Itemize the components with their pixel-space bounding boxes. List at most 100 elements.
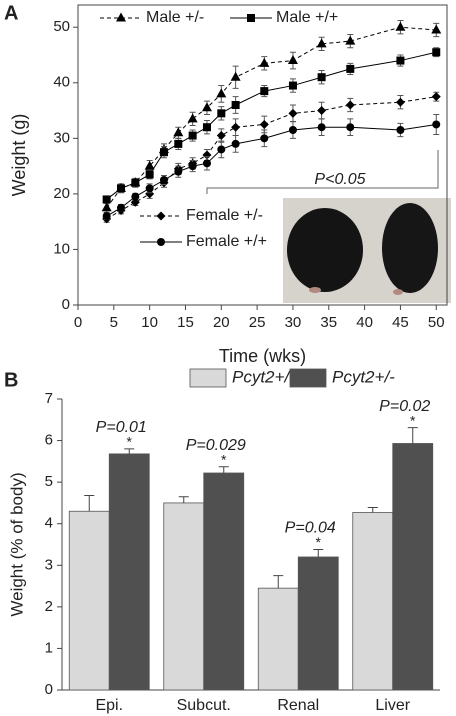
marker [259, 119, 269, 129]
bar [297, 556, 339, 691]
legend-marker [247, 14, 255, 22]
legend-swatch [189, 368, 227, 388]
legend-label: Pcyt2+/+ [232, 367, 299, 386]
y-tick-label: 6 [45, 432, 53, 449]
marker [396, 56, 405, 65]
bar [163, 502, 205, 691]
marker [346, 64, 355, 73]
plot-frame [77, 4, 448, 306]
p-value-label: P=0.04 [285, 520, 336, 537]
marker [431, 24, 442, 34]
marker [102, 195, 111, 204]
marker [145, 184, 154, 193]
series [103, 20, 440, 213]
marker [174, 167, 183, 176]
marker [432, 48, 441, 57]
series-line [106, 51, 437, 200]
marker [159, 148, 168, 157]
marker [144, 160, 155, 170]
y-tick-label: 4 [45, 515, 53, 532]
marker [116, 184, 125, 193]
x-tick-label: 10 [141, 314, 158, 331]
legend-label: Female +/+ [186, 233, 267, 250]
marker [201, 102, 212, 112]
error-bar [313, 548, 324, 557]
x-tick-label: 20 [213, 314, 230, 331]
x-tick-label: Liver [375, 697, 410, 714]
y-axis-label: Weight (% of body) [7, 472, 26, 616]
marker [202, 123, 211, 132]
marker [159, 176, 168, 184]
y-tick-label: 0 [45, 681, 53, 698]
panel-label: A [4, 2, 18, 24]
legend-label: Male +/- [146, 9, 204, 26]
y-tick-label: 20 [53, 185, 70, 202]
error-bar [273, 575, 284, 589]
p-value-label: P=0.01 [96, 419, 147, 436]
x-tick-label: 0 [74, 314, 82, 331]
marker [288, 81, 297, 90]
bar [352, 512, 394, 691]
significance-mark: * [410, 412, 416, 428]
legend-marker [116, 12, 126, 22]
bar [108, 453, 150, 691]
error-bar [218, 466, 229, 473]
marker [288, 108, 298, 118]
marker [116, 203, 125, 212]
error-bar [367, 507, 378, 513]
marker [316, 38, 327, 48]
legend-label: Male +/+ [276, 9, 338, 26]
bar [392, 443, 434, 691]
marker [230, 71, 241, 81]
x-tick-label: Subcut. [177, 697, 231, 714]
y-tick-label: 7 [45, 390, 53, 407]
error-bar [84, 494, 95, 512]
marker [431, 92, 441, 102]
bracket [206, 150, 439, 194]
marker [216, 88, 227, 98]
marker [231, 101, 240, 109]
marker [260, 134, 269, 143]
marker [317, 73, 326, 82]
error-bar [124, 448, 135, 454]
legend-marker [156, 211, 166, 221]
marker [187, 113, 198, 123]
significance-mark: * [221, 451, 227, 467]
x-tick-label: 35 [320, 314, 337, 331]
marker [259, 57, 270, 67]
marker [202, 159, 211, 168]
series-line [106, 26, 437, 209]
y-tick-label: 3 [45, 556, 53, 573]
y-tick-label: 40 [53, 74, 70, 91]
x-tick-label: 40 [356, 314, 373, 331]
x-axis-label: Time (wks) [219, 346, 306, 366]
x-tick-label: 30 [285, 314, 302, 331]
marker [395, 97, 405, 107]
series [103, 47, 440, 204]
y-tick-label: 10 [53, 240, 70, 257]
marker [396, 126, 405, 134]
marker [216, 131, 226, 141]
marker [145, 170, 154, 179]
marker [260, 87, 269, 96]
marker [202, 150, 212, 160]
marker [217, 109, 226, 118]
marker [288, 126, 297, 134]
x-tick-label: Epi. [95, 697, 123, 714]
error-bar [407, 427, 418, 444]
bar [68, 510, 110, 691]
marker [174, 139, 183, 148]
y-tick-label: 2 [45, 598, 53, 615]
legend-swatch [289, 368, 327, 388]
marker [231, 139, 240, 148]
significance-mark: * [127, 434, 133, 450]
bar [257, 587, 299, 691]
marker [173, 127, 184, 137]
series-line [106, 123, 437, 217]
y-tick-label: 30 [53, 129, 70, 146]
marker [287, 55, 298, 65]
x-tick-label: 25 [249, 314, 266, 331]
y-axis-label: Weight (g) [9, 114, 29, 197]
significance-mark: * [316, 534, 322, 550]
